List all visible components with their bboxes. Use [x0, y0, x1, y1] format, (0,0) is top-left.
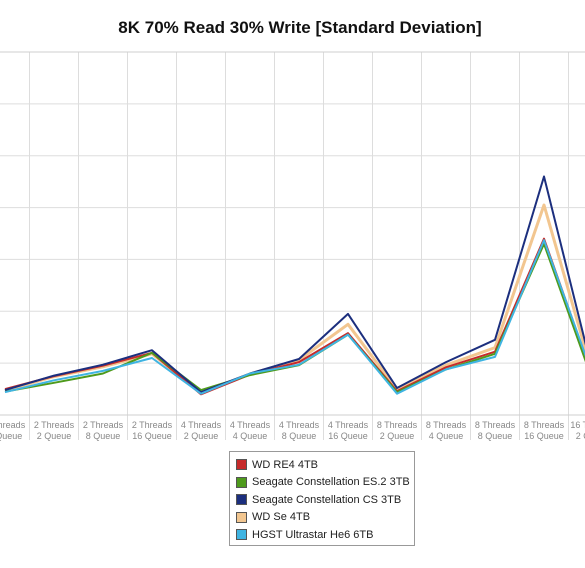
series-line-wd-se-4tb	[4, 203, 585, 395]
legend-swatch	[236, 459, 247, 471]
x-tick-label: 2 Threads 2 Queue	[34, 420, 75, 441]
x-tick-label: 8 Threads 4 Queue	[426, 420, 467, 441]
legend-swatch	[236, 476, 247, 488]
grid-layer	[0, 51, 585, 440]
series-layer	[4, 175, 585, 396]
chart-title: 8K 70% Read 30% Write [Standard Deviatio…	[118, 18, 482, 37]
legend-swatch	[236, 494, 247, 506]
x-tick-label: 4 Threads 8 Queue	[279, 420, 320, 441]
legend-item: WD RE4 4TB	[236, 456, 414, 474]
x-tick-label: 4 Threads 4 Queue	[230, 420, 271, 441]
x-tick-label: 2 Threads 8 Queue	[83, 420, 124, 441]
x-tick-label: 8 Threads 16 Queue	[524, 420, 565, 441]
chart-legend: WD RE4 4TB Seagate Constellation ES.2 3TB…	[229, 451, 415, 546]
x-tick-label: 4 Threads 2 Queue	[181, 420, 222, 441]
legend-item: Seagate Constellation ES.2 3TB	[236, 474, 414, 492]
legend-label: Seagate Constellation ES.2 3TB	[252, 476, 410, 489]
series-line-seagate-constellation-cs-3tb	[4, 175, 585, 394]
x-tick-label: 8 Threads 8 Queue	[475, 420, 516, 441]
series-line-hgst-ultrastar-he6-6tb	[4, 239, 585, 395]
legend-item: WD Se 4TB	[236, 509, 414, 527]
legend-item: HGST Ultrastar He6 6TB	[236, 526, 414, 544]
legend-item: Seagate Constellation CS 3TB	[236, 491, 414, 509]
legend-swatch	[236, 511, 247, 523]
legend-label: Seagate Constellation CS 3TB	[252, 493, 402, 506]
x-tick-label: 4 Threads 16 Queue	[328, 420, 369, 441]
series-line-wd-re4-4tb	[4, 237, 585, 396]
legend-label: HGST Ultrastar He6 6TB	[252, 528, 374, 541]
legend-label: WD RE4 4TB	[252, 458, 319, 471]
legend-swatch	[236, 529, 247, 541]
x-tick-label: 8 Threads 2 Queue	[377, 420, 418, 441]
legend-label: WD Se 4TB	[252, 511, 311, 524]
x-tick-label: 2 Threads 16 Queue	[132, 420, 173, 441]
